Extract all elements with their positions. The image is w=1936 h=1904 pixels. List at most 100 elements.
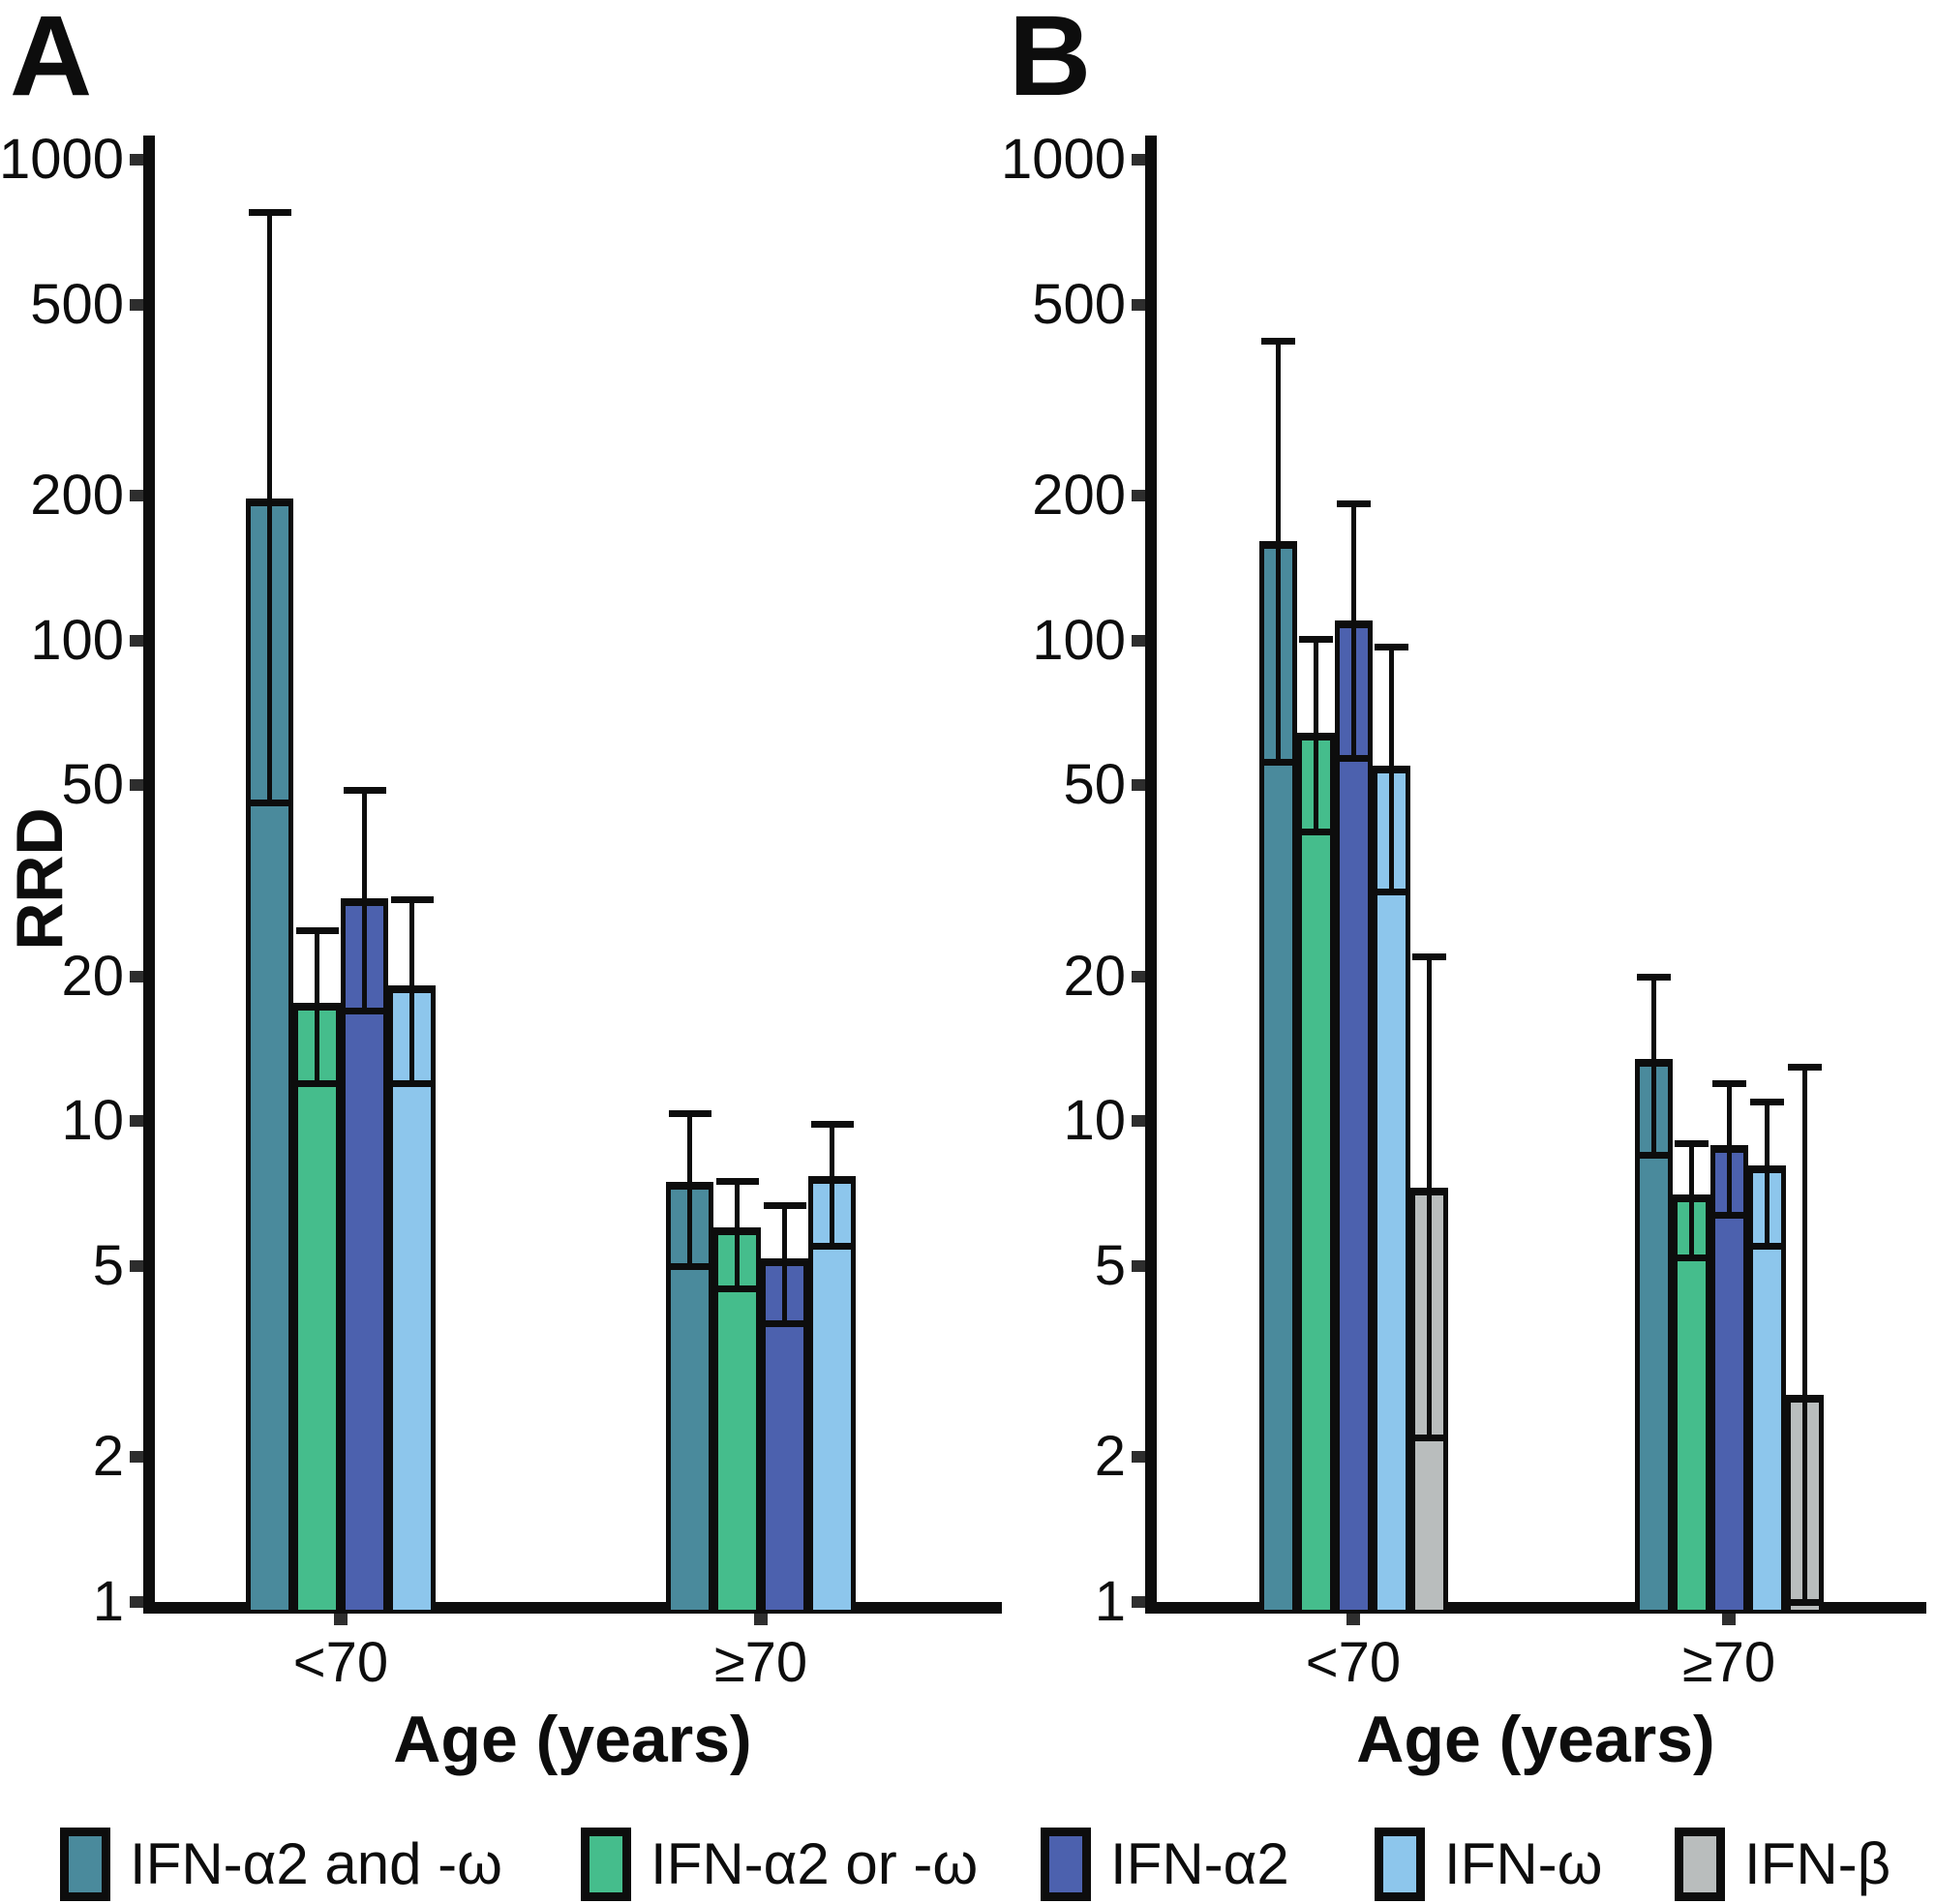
y-tick-label: 100	[1032, 608, 1126, 672]
error-bar-cap-top	[1411, 953, 1446, 961]
error-bar-line	[735, 1181, 740, 1288]
error-bar-line	[830, 1123, 834, 1247]
y-tick-label: 1000	[0, 128, 124, 191]
error-bar-cap-bottom	[810, 1243, 854, 1251]
y-tick-mark	[1132, 490, 1145, 502]
error-bar-cap-bottom	[343, 1007, 386, 1014]
error-bar-cap-top	[668, 1109, 711, 1117]
y-tick-label: 2	[1094, 1425, 1126, 1489]
error-bar-cap-top	[295, 926, 339, 934]
y-tick-label: 5	[92, 1233, 124, 1297]
bar	[341, 898, 388, 1610]
y-tick-label: 10	[1063, 1089, 1126, 1153]
y-tick-mark	[130, 779, 143, 792]
x-category-label: <70	[1305, 1631, 1402, 1694]
legend-label: IFN-ω	[1444, 1831, 1603, 1896]
error-bar-line	[1388, 647, 1394, 892]
y-tick-label: 200	[30, 464, 124, 528]
error-bar-line	[1350, 502, 1356, 758]
x-category-label: ≥70	[713, 1631, 808, 1694]
legend-swatch	[1041, 1828, 1091, 1901]
x-category-label: <70	[292, 1631, 389, 1694]
error-bar-line	[409, 898, 414, 1083]
legend-swatch	[1675, 1828, 1725, 1901]
error-bar-cap-bottom	[1674, 1254, 1709, 1262]
error-bar-cap-bottom	[1411, 1434, 1446, 1441]
legend-swatch	[60, 1828, 110, 1901]
legend-swatch	[1375, 1828, 1425, 1901]
y-tick-label: 1	[92, 1570, 124, 1633]
y-tick-mark	[1132, 1596, 1145, 1608]
x-tick-mark	[1722, 1614, 1736, 1625]
y-tick-label: 500	[1032, 272, 1126, 336]
error-bar-cap-top	[248, 208, 291, 216]
y-tick-mark	[1132, 1115, 1145, 1128]
error-bar-cap-top	[1260, 338, 1295, 346]
error-bar-cap-bottom	[1787, 1599, 1822, 1606]
error-bar-cap-top	[1787, 1063, 1822, 1071]
error-bar-line	[315, 929, 319, 1083]
y-tick-mark	[1132, 779, 1145, 792]
error-bar-cap-bottom	[1260, 758, 1295, 766]
y-tick-label: 100	[30, 608, 124, 672]
y-tick-label: 50	[61, 753, 124, 817]
y-tick-mark	[1132, 154, 1145, 166]
error-bar-cap-top	[390, 895, 434, 903]
y-tick-label: 1	[1094, 1570, 1126, 1633]
error-bar-cap-bottom	[1374, 889, 1408, 896]
error-bar-line	[1726, 1083, 1732, 1215]
y-tick-mark	[130, 1596, 143, 1608]
legend-swatch	[581, 1828, 631, 1901]
y-tick-mark	[130, 154, 143, 166]
error-bar-cap-top	[715, 1178, 759, 1186]
error-bar-cap-bottom	[1636, 1152, 1671, 1160]
error-bar-cap-top	[1374, 644, 1408, 651]
error-bar-cap-bottom	[248, 800, 291, 807]
y-tick-label: 20	[1063, 944, 1126, 1008]
legend-label: IFN-α2	[1110, 1831, 1289, 1896]
bar	[293, 1002, 341, 1610]
bar	[1334, 620, 1373, 1610]
error-bar-cap-top	[763, 1201, 806, 1209]
error-bar-line	[267, 211, 272, 803]
y-tick-label: 1000	[1000, 128, 1126, 191]
y-tick-label: 10	[61, 1089, 124, 1153]
panel-b-label: B	[1009, 0, 1092, 120]
y-tick-mark	[130, 970, 143, 982]
y-tick-label: 20	[61, 944, 124, 1008]
x-tick-mark	[1346, 1614, 1360, 1625]
bar	[1296, 732, 1335, 1610]
y-tick-mark	[130, 298, 143, 311]
y-tick-mark	[1132, 634, 1145, 647]
legend-label: IFN-α2 and -ω	[130, 1831, 502, 1896]
error-bar-line	[1426, 956, 1432, 1437]
panel-a-label: A	[10, 0, 93, 120]
y-tick-mark	[130, 490, 143, 502]
error-bar-line	[1650, 976, 1656, 1156]
y-tick-mark	[130, 1451, 143, 1464]
error-bar-line	[782, 1204, 787, 1324]
error-bar-cap-bottom	[295, 1080, 339, 1087]
error-bar-cap-bottom	[668, 1262, 711, 1270]
error-bar-cap-bottom	[715, 1284, 759, 1292]
error-bar-cap-top	[810, 1120, 854, 1128]
y-axis-line	[143, 136, 155, 1614]
legend-label: IFN-α2 or -ω	[650, 1831, 979, 1896]
error-bar-line	[362, 789, 367, 1011]
bar	[246, 499, 293, 1610]
error-bar-line	[1313, 638, 1318, 832]
legend-label: IFN-β	[1744, 1831, 1891, 1896]
y-tick-label: 50	[1063, 753, 1126, 817]
error-bar-cap-top	[1298, 635, 1333, 643]
error-bar-cap-bottom	[763, 1320, 806, 1328]
y-tick-label: 2	[92, 1425, 124, 1489]
error-bar-cap-top	[343, 786, 386, 794]
y-tick-mark	[1132, 1451, 1145, 1464]
error-bar-line	[1688, 1143, 1694, 1258]
error-bar-cap-top	[1636, 973, 1671, 981]
bar	[1709, 1144, 1748, 1610]
error-bar-cap-top	[1711, 1080, 1746, 1087]
error-bar-line	[1801, 1066, 1807, 1602]
error-bar-cap-bottom	[1336, 754, 1371, 762]
